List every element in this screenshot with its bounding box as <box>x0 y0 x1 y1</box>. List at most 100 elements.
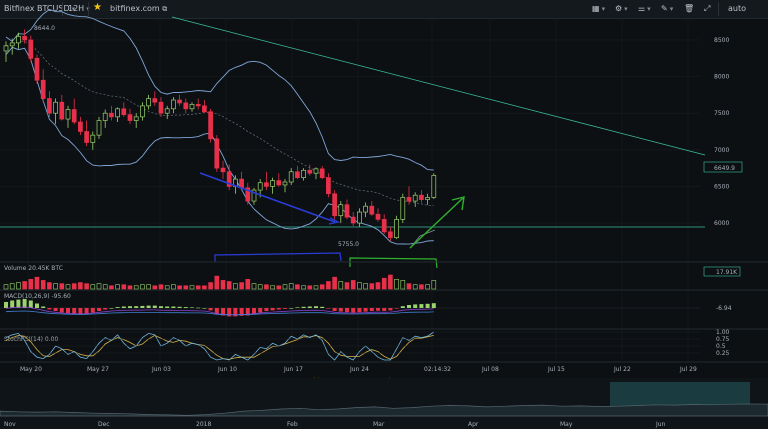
macd-bar <box>202 308 207 309</box>
volume-bar <box>282 284 288 290</box>
volume-bar <box>264 284 269 290</box>
drawn-arrow-green <box>409 197 464 249</box>
navigator-tick-label: Nov <box>4 421 16 428</box>
candle <box>133 113 139 128</box>
candle <box>102 109 108 128</box>
candle <box>152 91 158 106</box>
draw-icon[interactable]: ⚌ ▾ <box>638 4 651 13</box>
candle-body <box>226 171 232 187</box>
volume-bar <box>183 285 189 290</box>
volume-bar <box>40 280 46 290</box>
volume-bar <box>140 284 145 290</box>
candle-body <box>189 104 195 110</box>
candle <box>214 135 220 172</box>
macd-bar <box>283 308 287 309</box>
macd-bar <box>369 308 374 311</box>
candle <box>326 173 331 198</box>
volume-bar <box>16 282 21 290</box>
candle <box>288 168 294 185</box>
volume-bar <box>239 282 244 290</box>
macd-bar <box>376 308 380 311</box>
pencil-icon[interactable]: ✎ ▾ <box>661 4 674 13</box>
macd-bar <box>394 308 399 309</box>
trash-icon[interactable]: 🗑 <box>684 4 695 13</box>
scale-mode-button[interactable]: auto <box>728 4 747 13</box>
candle-body <box>419 194 424 200</box>
volume-bar <box>257 284 263 290</box>
volume-bar <box>419 284 424 290</box>
expand-icon[interactable]: ⤢ <box>704 4 711 13</box>
macd-bar <box>252 308 256 314</box>
candle-body <box>9 42 15 47</box>
volume-bar <box>326 281 331 290</box>
candle-body <box>431 175 437 198</box>
site-link[interactable]: bitfinex.com ⧉ <box>110 4 167 14</box>
price-tick-label: 7500 <box>714 110 729 117</box>
time-tick-label: Jun 24 <box>349 366 369 373</box>
volume-bar <box>158 284 164 290</box>
macd-histogram <box>0 299 700 317</box>
macd-bar <box>388 308 393 311</box>
time-tick-label: Jun 17 <box>283 366 303 373</box>
candle-body <box>326 177 331 195</box>
drawn-arrowhead-green <box>451 196 465 211</box>
candle-body <box>214 138 220 169</box>
bollinger-upper <box>5 8 434 171</box>
volume-bar <box>47 282 52 290</box>
candle-body <box>276 180 282 186</box>
candle-body <box>109 112 114 118</box>
candle <box>369 201 375 216</box>
candle <box>307 164 313 176</box>
volume-bar <box>301 285 306 290</box>
candle-body <box>3 45 9 52</box>
volume-bar <box>65 284 71 290</box>
candle-body <box>375 213 381 220</box>
stochrsi-tick-label: 0.5 <box>716 343 726 350</box>
last-price-tag <box>703 161 743 173</box>
navigator-tick-label: Mar <box>373 421 385 428</box>
grid-icon[interactable]: ▦ ▾ <box>592 4 606 13</box>
candle-body <box>115 108 120 118</box>
candle-body <box>90 134 96 143</box>
bollinger-bands <box>5 8 434 245</box>
macd-signal-line <box>5 306 434 316</box>
candle-body <box>338 204 344 217</box>
candle <box>381 214 387 235</box>
candle <box>264 171 269 191</box>
time-tick-label: Jul 22 <box>613 366 631 373</box>
volume-bar <box>59 283 65 290</box>
volume-bar <box>319 284 325 290</box>
candle-body <box>350 216 356 224</box>
divider <box>718 2 719 16</box>
price-tick-label: 6500 <box>714 183 729 190</box>
volume-bar <box>152 285 158 290</box>
candle <box>195 98 201 110</box>
candle-body <box>288 171 294 183</box>
indicator-icon[interactable]: ⚙ ▾ <box>615 4 628 13</box>
candle <box>295 165 300 180</box>
macd-bar <box>84 308 89 314</box>
macd-bar <box>35 303 39 308</box>
macd-bar <box>289 308 294 309</box>
volume-bar <box>195 285 201 290</box>
volume-bar <box>121 284 127 290</box>
navigator-tick-label: Apr <box>468 421 479 428</box>
candle-body <box>307 169 313 174</box>
candle <box>115 107 120 122</box>
price-tick-label: 8500 <box>714 37 729 44</box>
macd-bar <box>221 308 225 316</box>
candle-body <box>28 39 34 59</box>
symbol-selector[interactable]: Bitfinex BTCUSD ▾ <box>4 4 76 13</box>
stochrsi-tick-label: 0.75 <box>716 336 730 343</box>
volume-bar <box>357 282 362 290</box>
interval-selector[interactable]: 12H▾ <box>68 4 90 13</box>
macd-bar <box>97 308 101 311</box>
macd-bar <box>28 300 33 308</box>
candle <box>47 91 52 117</box>
candle-body <box>412 194 418 202</box>
star-icon[interactable]: ★ <box>93 2 102 13</box>
volume-bar <box>220 280 226 290</box>
volume-bar <box>270 285 275 290</box>
candle <box>53 98 58 125</box>
